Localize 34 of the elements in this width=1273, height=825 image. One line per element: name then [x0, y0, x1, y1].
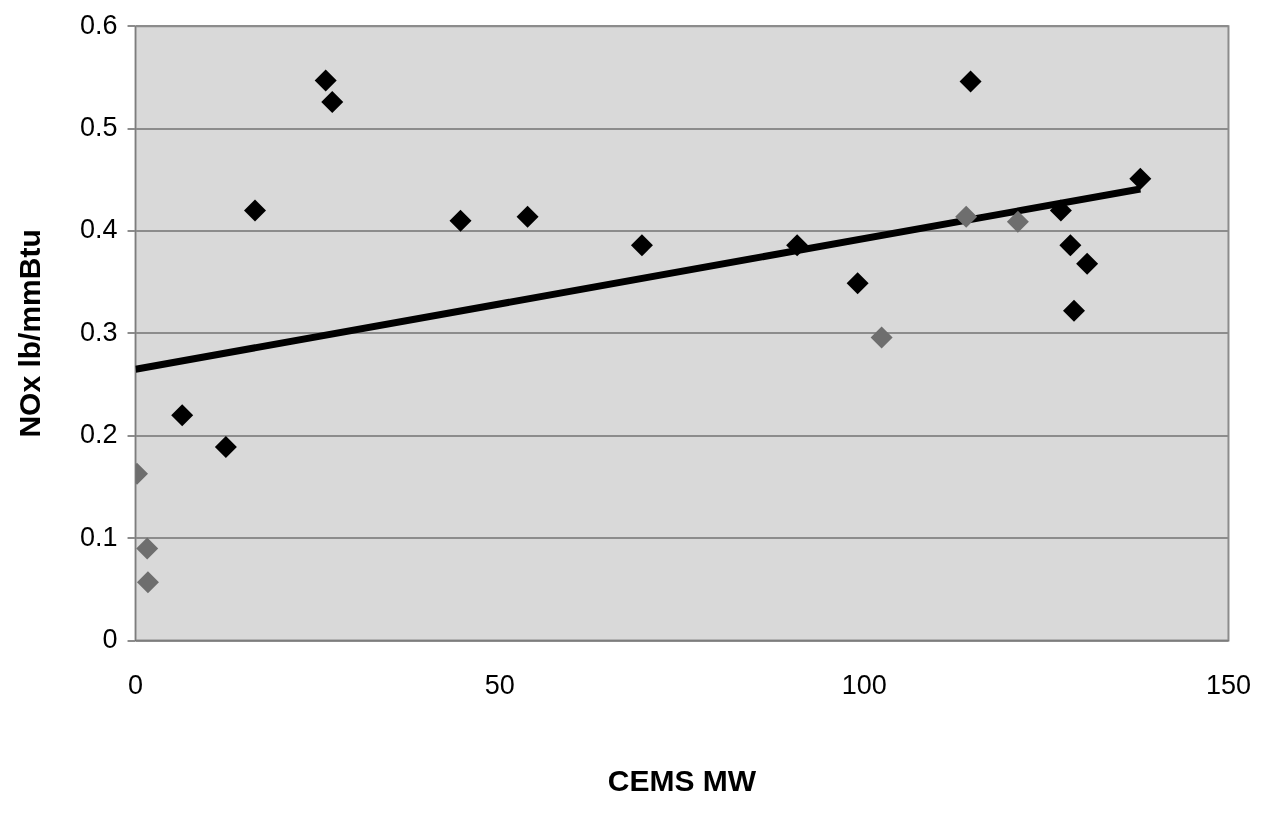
- y-tick-label: 0: [102, 624, 118, 655]
- point: [955, 205, 978, 228]
- point: [846, 272, 869, 295]
- point: [959, 70, 982, 93]
- y-axis-title: NOx lb/mmBtu: [13, 229, 47, 438]
- y-tick-label: 0.5: [79, 112, 118, 143]
- point: [630, 234, 653, 257]
- x-tick-label: 0: [128, 670, 144, 701]
- y-tick-label: 0.1: [79, 521, 118, 552]
- x-tick-label: 50: [484, 670, 515, 701]
- point: [321, 90, 344, 113]
- point: [1063, 299, 1086, 322]
- point: [516, 205, 539, 228]
- y-tick-label: 0.2: [79, 419, 118, 450]
- point: [786, 234, 809, 257]
- point: [136, 571, 159, 594]
- y-tick-label: 0.4: [79, 214, 118, 245]
- point: [314, 69, 337, 92]
- y-tick-label: 0.3: [79, 316, 118, 347]
- point: [244, 199, 267, 222]
- point: [449, 209, 472, 232]
- point: [1049, 199, 1072, 222]
- point: [136, 537, 159, 560]
- point: [214, 436, 237, 459]
- y-tick-label: 0.6: [79, 9, 118, 40]
- point: [171, 404, 194, 427]
- point: [870, 326, 893, 349]
- point: [1006, 210, 1029, 233]
- point: [1129, 167, 1152, 190]
- x-axis-title: CEMS MW: [607, 764, 757, 798]
- point: [1059, 234, 1082, 257]
- point: [1076, 252, 1099, 275]
- x-tick-label: 100: [841, 670, 887, 701]
- x-tick-label: 150: [1205, 670, 1252, 701]
